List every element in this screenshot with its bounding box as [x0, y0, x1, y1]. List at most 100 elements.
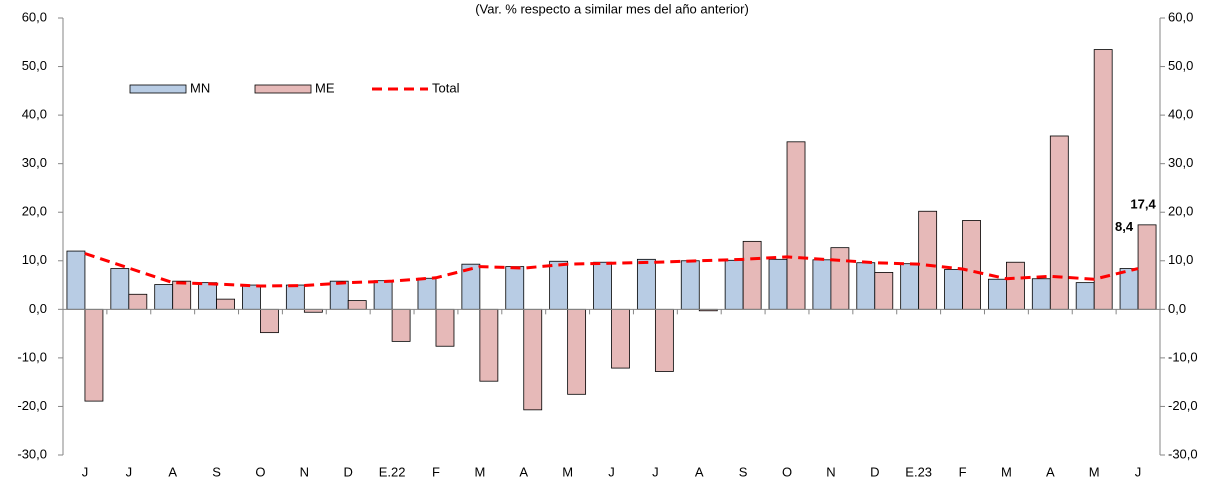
- y2-tick-label: -20,0: [1168, 398, 1198, 413]
- x-tick-label: O: [255, 464, 265, 479]
- bar: [110, 268, 130, 310]
- y2-tick-label: 60,0: [1168, 9, 1193, 24]
- x-tick-label: D: [870, 464, 879, 479]
- bar: [724, 259, 744, 310]
- data-label: 8,4: [1115, 219, 1134, 234]
- bar: [260, 308, 279, 334]
- x-tick-label: M: [1089, 464, 1100, 479]
- bar: [329, 280, 349, 310]
- y-tick-label: -20,0: [17, 398, 47, 413]
- bar: [900, 263, 920, 310]
- x-tick-label: N: [826, 464, 835, 479]
- x-tick-label: M: [1001, 464, 1012, 479]
- x-tick-label: M: [562, 464, 573, 479]
- x-tick-label: J: [82, 464, 89, 479]
- y-tick-label: 40,0: [22, 107, 47, 122]
- bar: [523, 308, 543, 411]
- y-tick-label: 30,0: [22, 155, 47, 170]
- bar: [505, 266, 525, 310]
- x-tick-label: S: [212, 464, 221, 479]
- bar: [1031, 278, 1051, 310]
- legend-swatch: [254, 84, 312, 94]
- bar: [1093, 49, 1113, 310]
- bar: [373, 280, 393, 310]
- y-tick-label: 60,0: [22, 9, 47, 24]
- bar: [944, 269, 963, 310]
- x-tick-label: J: [652, 464, 659, 479]
- bar: [567, 308, 587, 395]
- legend-label: MN: [190, 80, 210, 95]
- legend-swatch: [129, 84, 187, 94]
- bar: [216, 298, 235, 310]
- bar: [1119, 268, 1139, 310]
- bar: [128, 293, 148, 310]
- bar: [154, 284, 174, 310]
- bar: [768, 258, 788, 310]
- y-tick-label: -30,0: [17, 446, 47, 461]
- bar: [962, 220, 981, 310]
- bar: [812, 259, 832, 310]
- bar: [988, 278, 1007, 310]
- x-tick-label: F: [959, 464, 967, 479]
- y2-tick-label: 50,0: [1168, 58, 1193, 73]
- bar: [593, 261, 612, 310]
- bar: [172, 280, 192, 310]
- x-tick-label: E.23: [905, 464, 932, 479]
- x-tick-label: J: [1135, 464, 1142, 479]
- x-tick-label: A: [695, 464, 704, 479]
- bar: [918, 210, 938, 310]
- bar: [347, 300, 367, 310]
- y-tick-label: -10,0: [17, 349, 47, 364]
- x-tick-label: S: [739, 464, 748, 479]
- y-tick-label: 20,0: [22, 204, 47, 219]
- bar: [856, 262, 876, 310]
- data-label: 17,4: [1130, 196, 1156, 211]
- y2-tick-label: -30,0: [1168, 446, 1198, 461]
- bar: [611, 308, 630, 369]
- bar: [830, 247, 850, 310]
- bar: [1075, 282, 1095, 310]
- y-tick-label: 50,0: [22, 58, 47, 73]
- y2-tick-label: 0,0: [1168, 301, 1186, 316]
- x-tick-label: F: [432, 464, 440, 479]
- x-tick-label: D: [344, 464, 353, 479]
- line: [84, 252, 1139, 288]
- legend-label: Total: [432, 80, 460, 95]
- bar: [786, 141, 806, 310]
- y-tick-label: 0,0: [29, 301, 47, 316]
- bar: [84, 308, 104, 402]
- bar: [285, 284, 305, 310]
- bar: [680, 260, 700, 310]
- x-tick-label: O: [782, 464, 792, 479]
- bar: [549, 260, 569, 310]
- bar: [654, 308, 674, 372]
- bar: [1006, 261, 1025, 310]
- bar: [242, 284, 261, 310]
- x-tick-label: J: [608, 464, 615, 479]
- x-tick-label: A: [519, 464, 528, 479]
- y-tick-label: 10,0: [22, 252, 47, 267]
- bar: [874, 272, 894, 310]
- y2-tick-label: 30,0: [1168, 155, 1193, 170]
- bar: [66, 250, 86, 310]
- bar: [417, 277, 437, 310]
- x-tick-label: M: [474, 464, 485, 479]
- y2-tick-label: -10,0: [1168, 349, 1198, 364]
- bar: [479, 308, 499, 382]
- bar: [198, 282, 217, 310]
- bar: [1137, 224, 1157, 310]
- bar: [391, 308, 411, 342]
- bar: [742, 240, 762, 310]
- y2-tick-label: 40,0: [1168, 107, 1193, 122]
- legend-label: ME: [315, 80, 335, 95]
- bar: [435, 308, 455, 347]
- x-tick-label: N: [300, 464, 309, 479]
- bar: [1049, 135, 1069, 310]
- bar: [636, 258, 656, 310]
- chart-subtitle: (Var. % respecto a similar mes del año a…: [475, 1, 749, 16]
- x-tick-label: A: [1046, 464, 1055, 479]
- x-tick-label: E.22: [379, 464, 406, 479]
- x-tick-label: A: [168, 464, 177, 479]
